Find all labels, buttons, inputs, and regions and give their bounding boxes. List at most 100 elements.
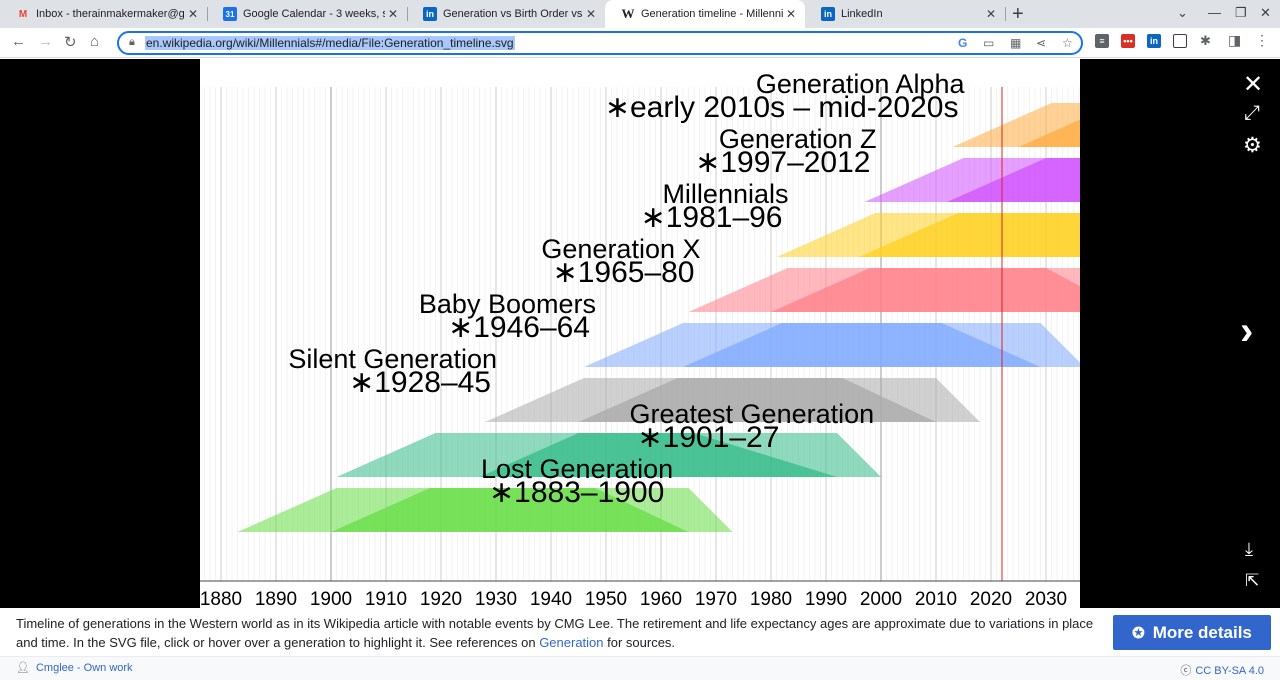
generation-name-label: Greatest Generation xyxy=(630,399,875,429)
generation-years-label: ∗1883–1900 xyxy=(489,476,664,509)
generation-timeline-chart: Generation Alpha∗early 2010s – mid-2020s… xyxy=(200,69,1080,608)
generation-working-band xyxy=(331,488,689,532)
x-tick-label: 1900 xyxy=(310,589,352,608)
x-tick-label: 2010 xyxy=(915,589,957,608)
generation-name-label: Millennials xyxy=(662,179,788,209)
generation-link[interactable]: Generation xyxy=(539,635,604,650)
close-icon[interactable]: ✕ xyxy=(1243,71,1264,98)
browser-toolbar: ← → ↻ ⌂ 🔒︎ en.wikipedia.org/wiki/Millenn… xyxy=(0,28,1280,58)
x-tick-label: 2030 xyxy=(1025,589,1067,608)
generation-name-label: Generation Alpha xyxy=(756,69,966,99)
next-image-icon[interactable]: › xyxy=(1240,309,1254,353)
media-viewer: Generation Alpha ∗early 2010s – mid-2020s… xyxy=(0,59,1280,608)
close-tab-icon[interactable]: ✕ xyxy=(187,7,199,21)
share-icon[interactable]: ⋖ xyxy=(1036,36,1047,50)
generation-years-label: ∗1946–64 xyxy=(448,311,590,344)
tab-linkedin[interactable]: in LinkedIn ✕ xyxy=(805,0,1005,28)
linkedin-extension-icon[interactable]: in xyxy=(1147,34,1161,48)
x-tick-label: 1910 xyxy=(365,589,407,608)
tab-title: Generation vs Birth Order vs ??? | xyxy=(443,8,583,20)
x-tick-label: 1960 xyxy=(640,589,682,608)
close-tab-icon[interactable]: ✕ xyxy=(585,7,597,21)
x-tick-label: 1930 xyxy=(475,589,517,608)
qr-code-icon[interactable]: ▦ xyxy=(1010,36,1022,50)
side-panel-icon[interactable]: ◨ xyxy=(1228,32,1242,48)
extensions-puzzle-icon[interactable]: ✱ xyxy=(1200,33,1211,48)
timeline-image[interactable]: Generation Alpha ∗early 2010s – mid-2020s… xyxy=(200,59,1080,608)
linkedin-icon: in xyxy=(821,7,835,21)
x-tick-label: 1940 xyxy=(530,589,572,608)
close-window-icon[interactable]: ✕ xyxy=(1260,5,1271,20)
attribution-bar: 👤︎ Cmglee - Own work ⓒ CC BY-SA 4.0 xyxy=(0,656,1280,680)
bookmark-star-icon[interactable]: ☆ xyxy=(1062,36,1073,50)
close-tab-icon[interactable]: ✕ xyxy=(785,7,797,21)
back-icon[interactable]: ← xyxy=(11,33,26,50)
generation-years-label: ∗1981–96 xyxy=(641,201,783,234)
generation-years-label: ∗1901–27 xyxy=(638,421,780,454)
url-text[interactable]: en.wikipedia.org/wiki/Millennials#/media… xyxy=(145,36,515,50)
linkedin-icon: in xyxy=(423,7,437,21)
generation-name-label: Silent Generation xyxy=(288,344,497,374)
x-tick-label: 2020 xyxy=(970,589,1012,608)
user-icon: 👤︎ xyxy=(16,662,30,674)
generation-working-band xyxy=(771,268,1080,312)
tab-title: Google Calendar - 3 weeks, startin xyxy=(243,8,385,20)
tab-title: Inbox - therainmakermaker@gma xyxy=(36,8,185,20)
cc-icon: ⓒ xyxy=(1180,665,1192,677)
cast-icon[interactable]: ▭ xyxy=(983,36,995,50)
fullscreen-icon[interactable]: ⤢ xyxy=(1244,102,1260,124)
home-icon[interactable]: ⌂ xyxy=(90,33,100,50)
tab-search-icon[interactable]: ⌄ xyxy=(1177,5,1188,20)
generation-years-label: ∗early 2010s – mid-2020s xyxy=(605,91,959,124)
tab-title: LinkedIn xyxy=(841,8,883,20)
generation-name-label: Generation X xyxy=(541,234,700,264)
minimize-icon[interactable]: — xyxy=(1208,5,1221,20)
x-tick-label: 1970 xyxy=(695,589,737,608)
tab-title: Generation timeline - Millennials xyxy=(641,8,783,20)
generation-working-band xyxy=(683,323,1041,367)
image-caption: Timeline of generations in the Western w… xyxy=(0,608,1280,656)
new-tab-icon[interactable]: + xyxy=(1012,3,1024,25)
x-tick-label: 1950 xyxy=(585,589,627,608)
generation-working-band xyxy=(578,378,936,422)
tab-linkedin-article[interactable]: in Generation vs Birth Order vs ??? | ✕ xyxy=(407,0,605,28)
google-lens-icon[interactable]: G xyxy=(958,36,968,50)
close-tab-icon[interactable]: ✕ xyxy=(985,7,997,21)
generation-name-label: Baby Boomers xyxy=(419,289,596,319)
generation-years-label: ∗1965–80 xyxy=(553,256,695,289)
gear-icon[interactable]: ⚙ xyxy=(1243,134,1262,157)
generation-name-label: Generation Z xyxy=(719,124,877,154)
tab-gmail[interactable]: M Inbox - therainmakermaker@gma ✕ xyxy=(0,0,207,28)
lock-icon[interactable]: 🔒︎ xyxy=(129,36,135,48)
address-bar[interactable]: 🔒︎ en.wikipedia.org/wiki/Millennials#/me… xyxy=(117,31,1083,55)
tab-wikipedia-active[interactable]: W Generation timeline - Millennials ✕ xyxy=(605,0,805,28)
commons-icon: ✪ xyxy=(1132,624,1145,642)
author-link[interactable]: 👤︎ Cmglee - Own work xyxy=(16,662,133,674)
gmail-icon: M xyxy=(18,8,28,20)
tab-strip: M Inbox - therainmakermaker@gma ✕ 31 Goo… xyxy=(0,0,1280,28)
menu-icon[interactable]: ⋮ xyxy=(1255,32,1269,48)
forward-icon[interactable]: → xyxy=(38,33,53,50)
wikipedia-icon: W xyxy=(621,6,635,21)
close-tab-icon[interactable]: ✕ xyxy=(387,7,399,21)
caption-text: Timeline of generations in the Western w… xyxy=(16,616,1094,650)
license-link[interactable]: ⓒ CC BY-SA 4.0 xyxy=(1180,665,1264,677)
more-details-button[interactable]: ✪ More details xyxy=(1113,615,1271,650)
extension-icon[interactable]: ≡ xyxy=(1095,34,1109,48)
x-tick-label: 1880 xyxy=(200,589,242,608)
picture-in-picture-icon[interactable] xyxy=(1173,34,1187,48)
generation-years-label: ∗1928–45 xyxy=(349,366,491,399)
download-icon[interactable]: ⤓ xyxy=(1245,539,1253,559)
x-tick-label: 1990 xyxy=(805,589,847,608)
tab-google-calendar[interactable]: 31 Google Calendar - 3 weeks, startin ✕ xyxy=(207,0,407,28)
x-tick-label: 1980 xyxy=(750,589,792,608)
generation-working-band xyxy=(947,158,1080,202)
generation-working-band xyxy=(479,433,837,477)
extension-icon[interactable]: ••• xyxy=(1121,34,1135,48)
share-icon[interactable]: ⇱ xyxy=(1245,571,1260,590)
generation-name-label: Lost Generation xyxy=(481,454,673,484)
reload-icon[interactable]: ↻ xyxy=(64,34,77,51)
x-tick-label: 1920 xyxy=(420,589,462,608)
x-tick-label: 2000 xyxy=(860,589,902,608)
restore-icon[interactable]: ❐ xyxy=(1235,5,1247,20)
